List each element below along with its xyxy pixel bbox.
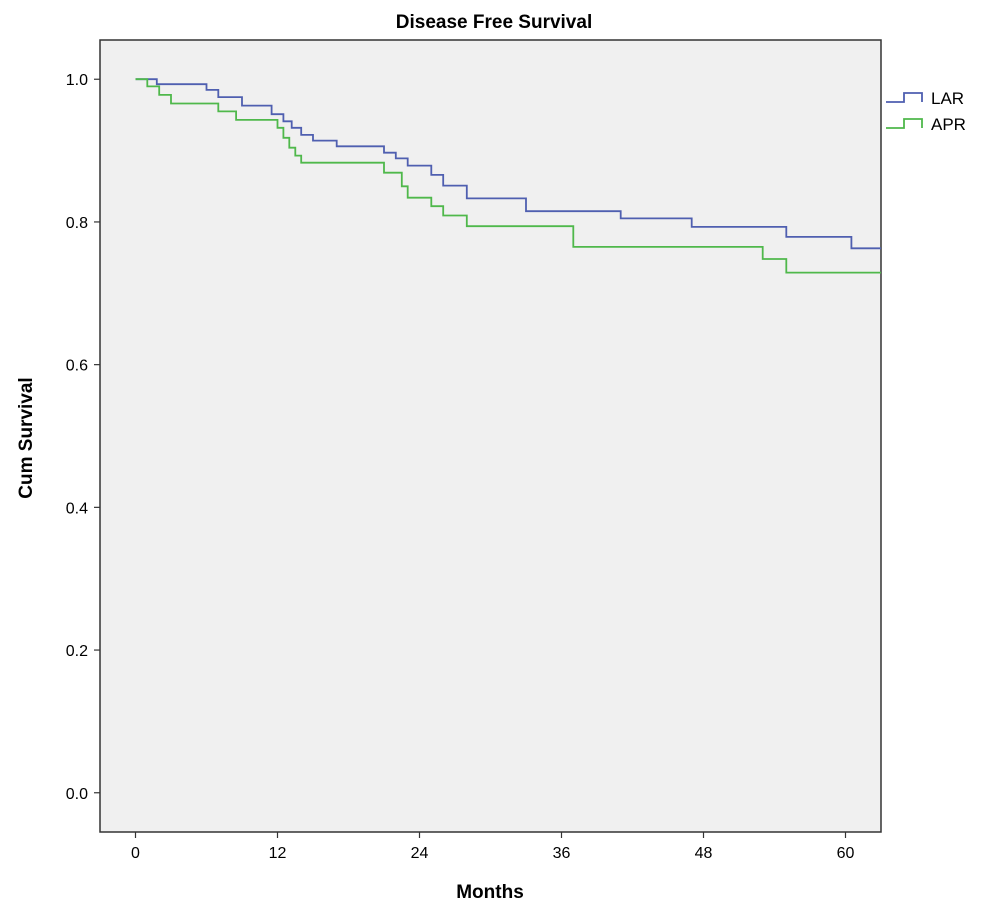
y-tick-label: 0.0 [66,786,88,803]
series-line-lar [135,78,881,250]
x-tick-label: 0 [131,845,140,862]
legend-swatch-apr [886,118,923,129]
legend-label-apr: APR [931,115,966,134]
plot-area [99,39,882,833]
series-layer [135,78,881,274]
legend: LAR APR [886,89,966,134]
y-tick-label: 0.6 [66,358,88,375]
x-tick-label: 48 [695,845,713,862]
x-axis-label: Months [456,882,524,903]
x-tick-label: 36 [553,845,571,862]
y-tick-label: 0.8 [66,215,88,232]
legend-label-lar: LAR [931,89,964,108]
axis-ticks: 0 12 24 36 48 60 0.0 0.2 0.4 0.6 0.8 1.0 [66,72,855,862]
x-tick-label: 12 [269,845,287,862]
y-tick-label: 1.0 [66,72,88,89]
x-tick-label: 24 [411,845,429,862]
chart-title: Disease Free Survival [396,12,592,33]
y-axis-label: Cum Survival [16,377,37,498]
legend-swatch-lar [886,92,923,103]
y-tick-label: 0.4 [66,500,88,517]
y-tick-label: 0.2 [66,643,88,660]
series-line-apr [135,78,881,274]
x-tick-label: 60 [837,845,855,862]
